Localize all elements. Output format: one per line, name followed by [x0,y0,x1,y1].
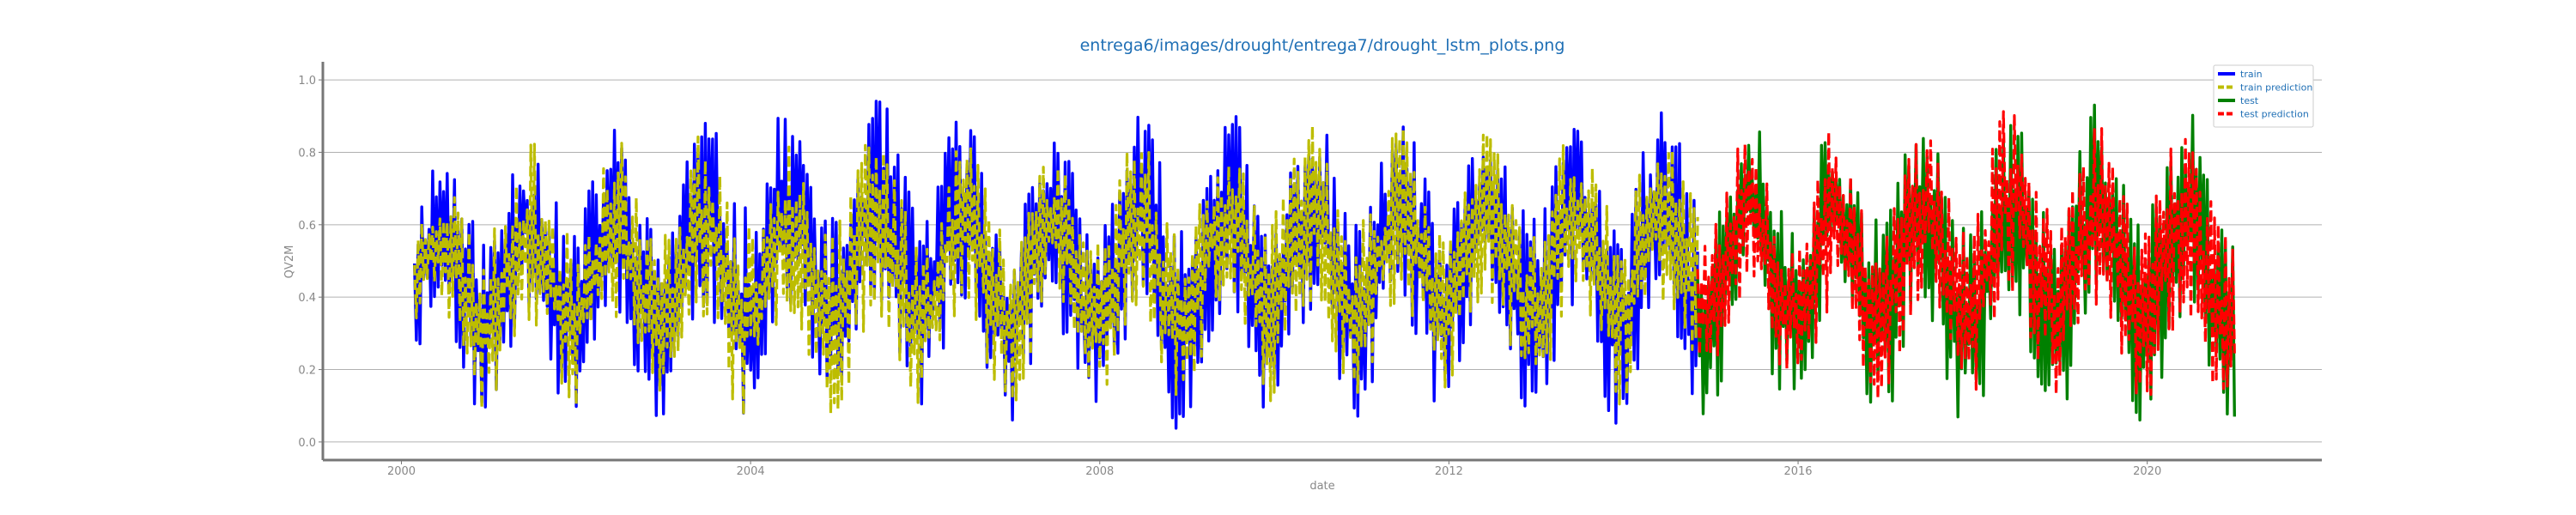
ticks: 0.0 0.2 0.4 0.6 0.8 1.0 2000 2004 2008 2012 2016 20… [298,75,2161,478]
y-tick-label: 0.4 [298,292,316,305]
y-tick-label: 0.8 [298,147,316,160]
x-tick-label: 2012 [1435,465,1463,478]
legend-label: train [2240,69,2263,80]
x-tick-label: 2016 [1783,465,1812,478]
x-tick-label: 2000 [387,465,416,478]
x-tick-label: 2004 [737,465,765,478]
series-line-train [413,100,1699,430]
x-tick-label: 2008 [1085,465,1114,478]
y-axis-label: QV2M [283,245,296,279]
chart-title: entrega6/images/drought/entrega7/drought… [1080,36,1565,55]
axes [321,62,2322,462]
legend-label: test prediction [2240,109,2309,120]
x-axis-label: date [1309,480,1334,493]
legend-label: train prediction [2240,82,2312,94]
series-layer [413,100,2236,430]
y-tick-label: 0.0 [298,437,316,450]
legend-label: test [2240,95,2259,106]
legend-frame [2213,64,2314,128]
x-tick-label: 2020 [2133,465,2161,478]
y-tick-label: 1.0 [298,75,316,88]
series-line-train-prediction [413,124,1699,416]
y-tick-label: 0.2 [298,365,316,378]
y-tick-label: 0.6 [298,220,316,233]
series-line-test-prediction [1696,110,2236,400]
